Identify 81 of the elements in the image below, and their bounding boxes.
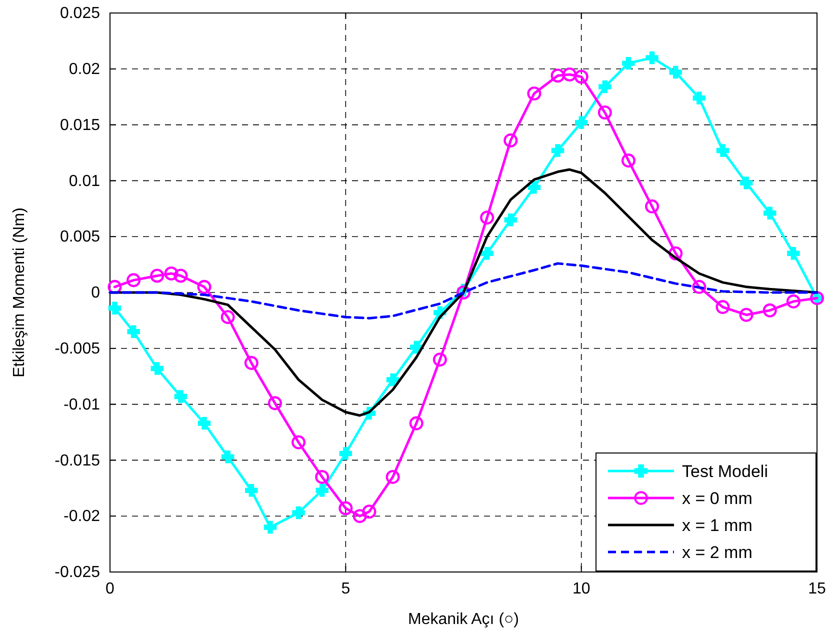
point <box>108 280 122 294</box>
x-tick-label: 5 <box>341 580 350 598</box>
point <box>550 68 565 83</box>
point <box>127 325 140 338</box>
point <box>339 447 352 460</box>
y-tick-label: 0.025 <box>60 5 100 22</box>
point <box>786 294 800 308</box>
point <box>292 435 306 450</box>
point <box>622 56 635 70</box>
point <box>668 246 683 260</box>
point <box>528 181 541 194</box>
y-tick-label: 0 <box>91 284 100 302</box>
point <box>692 280 706 294</box>
point <box>669 66 682 79</box>
y-tick-label: -0.025 <box>54 564 100 582</box>
point <box>645 199 660 214</box>
point <box>562 67 577 82</box>
legend-label: x = 2 mm <box>682 543 752 562</box>
point <box>598 105 612 120</box>
point <box>716 144 730 157</box>
point <box>338 501 353 516</box>
point <box>244 356 258 370</box>
point <box>480 210 494 225</box>
point <box>409 416 424 430</box>
y-tick-label: 0.015 <box>60 116 100 134</box>
point <box>315 470 330 484</box>
point <box>762 303 777 318</box>
point <box>386 373 400 386</box>
point <box>504 213 517 226</box>
y-tick-label: -0.005 <box>54 340 100 358</box>
point <box>716 300 730 314</box>
point <box>621 154 636 168</box>
legend-label: x = 0 mm <box>682 489 752 508</box>
point <box>386 470 400 484</box>
point <box>221 450 234 464</box>
point <box>220 310 235 324</box>
point <box>787 247 800 260</box>
y-tick-label: -0.02 <box>64 508 100 526</box>
point <box>362 504 376 519</box>
point <box>268 396 282 410</box>
point <box>198 416 211 430</box>
point <box>410 340 423 354</box>
y-axis-title: Etkileşim Momenti (Nm) <box>11 208 28 378</box>
y-tick-label: 0.005 <box>60 228 100 246</box>
point <box>432 352 447 367</box>
point <box>574 70 588 84</box>
x-tick-label: 15 <box>808 580 826 598</box>
point <box>292 506 305 520</box>
point <box>764 206 776 220</box>
point <box>574 116 588 129</box>
point <box>692 92 706 104</box>
y-tick-label: -0.015 <box>54 452 100 470</box>
legend-label: x = 1 mm <box>682 516 752 535</box>
point <box>316 484 328 497</box>
point <box>527 86 542 100</box>
y-tick-label: 0.01 <box>68 172 100 190</box>
point <box>174 268 188 283</box>
x-tick-label: 0 <box>106 580 115 598</box>
y-tick-label: -0.01 <box>64 396 100 414</box>
point <box>598 80 612 94</box>
y-tick-label: 0.02 <box>68 61 100 78</box>
point <box>197 280 212 294</box>
point <box>739 308 754 322</box>
point <box>245 484 258 497</box>
point <box>264 520 277 534</box>
point <box>150 362 164 375</box>
point <box>504 133 518 148</box>
x-axis-title: Mekanik Açı (○) <box>408 611 520 628</box>
point <box>456 285 471 300</box>
point <box>646 51 658 64</box>
point <box>740 176 753 190</box>
point <box>164 266 178 280</box>
point <box>174 390 188 403</box>
point <box>551 144 564 157</box>
point <box>126 273 141 288</box>
x-tick-label: 10 <box>572 580 590 598</box>
point <box>352 509 367 524</box>
point <box>150 268 164 283</box>
legend-label: Test Modeli <box>682 462 768 481</box>
point <box>108 302 122 315</box>
point <box>480 247 494 260</box>
